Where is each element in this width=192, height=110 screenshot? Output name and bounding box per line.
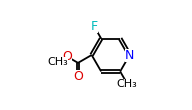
Text: CH₃: CH₃	[117, 79, 138, 89]
Text: O: O	[62, 50, 72, 63]
Text: CH₃: CH₃	[47, 57, 68, 67]
Text: O: O	[73, 71, 83, 83]
Text: F: F	[91, 20, 98, 33]
Text: N: N	[125, 49, 134, 61]
